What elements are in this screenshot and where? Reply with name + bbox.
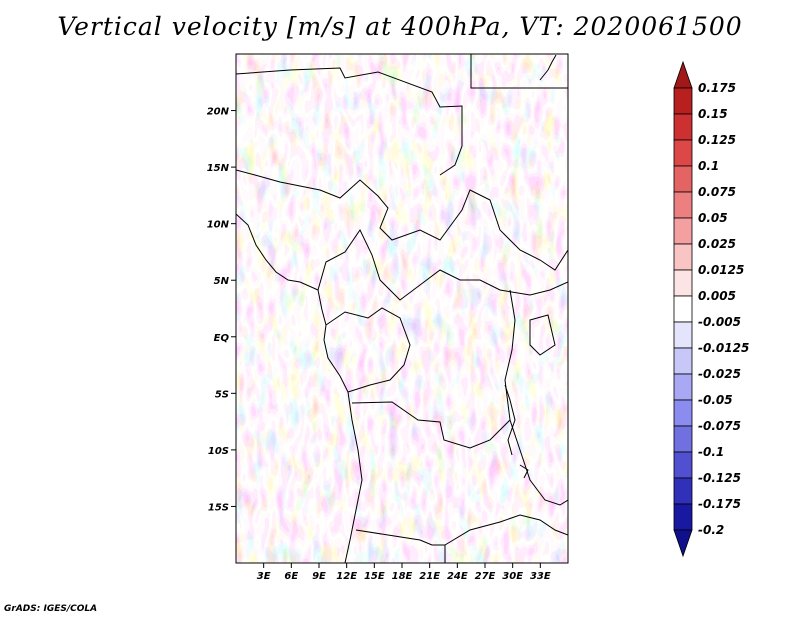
colorbar-label: -0.2 bbox=[698, 523, 724, 537]
colorbar-label: 0.125 bbox=[698, 133, 736, 147]
north-coast-east bbox=[539, 54, 557, 81]
latitude-axis: 20N 15N 10N 5N EQ 5S 10S 15S bbox=[207, 107, 236, 513]
lon-tick-label: 21E bbox=[419, 571, 440, 582]
country-borders bbox=[236, 54, 568, 563]
colorbar-swatch bbox=[673, 113, 693, 141]
lon-tick-label: 6E bbox=[284, 571, 298, 582]
libya-egypt-border bbox=[470, 54, 568, 89]
lat-tick-label: 15S bbox=[208, 502, 229, 513]
colorbar-label: 0.05 bbox=[698, 211, 728, 225]
colorbar-swatch bbox=[673, 217, 693, 245]
colorbar-label: -0.005 bbox=[698, 315, 741, 329]
colorbar-swatch bbox=[673, 373, 693, 401]
lat-tick-label: 15N bbox=[207, 163, 230, 174]
lon-tick-label: 3E bbox=[257, 571, 271, 582]
east-africa-border bbox=[504, 289, 568, 506]
lon-tick-label: 30E bbox=[502, 571, 523, 582]
lat-tick-label: 10S bbox=[208, 446, 229, 457]
sahel-border bbox=[236, 169, 568, 271]
lon-tick-label: 18E bbox=[392, 571, 413, 582]
colorbar-label: 0.175 bbox=[698, 81, 736, 95]
angola-south bbox=[355, 529, 446, 563]
colorbar-swatch bbox=[673, 165, 693, 193]
lat-tick-label: 10N bbox=[207, 220, 230, 231]
lat-tick-label: 20N bbox=[207, 107, 230, 118]
northwest-border bbox=[236, 67, 463, 176]
lat-tick-label: EQ bbox=[214, 333, 230, 344]
colorbar-label: -0.175 bbox=[698, 497, 741, 511]
longitude-axis: 3E 6E 9E 12E 15E 18E 21E 24E 27E 30E 33E bbox=[257, 563, 551, 582]
colorbar-swatch bbox=[673, 399, 693, 427]
central-border-2 bbox=[325, 307, 411, 393]
colorbar-swatch bbox=[673, 295, 693, 323]
colorbar-label: 0.075 bbox=[698, 185, 736, 199]
colorbar-label: -0.125 bbox=[698, 471, 741, 485]
southeast-border bbox=[444, 514, 568, 546]
colorbar-label: -0.1 bbox=[698, 445, 724, 459]
lon-tick-label: 33E bbox=[530, 571, 551, 582]
colorbar-swatch bbox=[673, 243, 693, 271]
colorbar-swatch bbox=[673, 191, 693, 219]
colorbar-label: 0.15 bbox=[698, 107, 728, 121]
colorbar-label: 0.025 bbox=[698, 237, 736, 251]
colorbar-swatch bbox=[673, 425, 693, 453]
drc-south-border bbox=[351, 401, 511, 449]
west-coast bbox=[236, 213, 363, 563]
colorbar-swatch bbox=[673, 347, 693, 375]
colorbar-label: -0.075 bbox=[698, 419, 741, 433]
lon-tick-label: 12E bbox=[336, 571, 357, 582]
colorbar-label: 0.0125 bbox=[698, 263, 744, 277]
colorbar-swatch bbox=[673, 451, 693, 479]
colorbar-label: 0.1 bbox=[698, 159, 719, 173]
colorbar-swatch bbox=[673, 269, 693, 297]
footer-credit: GrADS: IGES/COLA bbox=[4, 604, 98, 614]
colorbar: 0.175 0.15 0.125 0.1 0.075 0.05 0.025 0.0125 0.0… bbox=[673, 60, 749, 558]
great-lakes bbox=[504, 314, 556, 479]
colorbar-swatch bbox=[673, 87, 693, 115]
colorbar-swatch bbox=[673, 60, 693, 89]
lon-tick-label: 24E bbox=[447, 571, 468, 582]
lat-tick-label: 5S bbox=[215, 389, 229, 400]
central-border-1 bbox=[317, 229, 568, 301]
colorbar-label: -0.05 bbox=[698, 393, 733, 407]
colorbar-swatch bbox=[673, 529, 693, 558]
colorbar-label: 0.005 bbox=[698, 289, 736, 303]
colorbar-swatch bbox=[673, 477, 693, 505]
lon-tick-label: 9E bbox=[312, 571, 326, 582]
map-title: Vertical velocity [m/s] at 400hPa, VT: 2… bbox=[57, 12, 743, 41]
lon-tick-label: 27E bbox=[475, 571, 496, 582]
colorbar-label: -0.025 bbox=[698, 367, 741, 381]
lat-tick-label: 5N bbox=[214, 276, 230, 287]
colorbar-swatch bbox=[673, 321, 693, 349]
colorbar-swatch bbox=[673, 139, 693, 167]
vertical-velocity-field bbox=[236, 54, 568, 563]
lon-tick-label: 15E bbox=[364, 571, 385, 582]
colorbar-swatch bbox=[673, 503, 693, 531]
colorbar-label: -0.0125 bbox=[698, 341, 749, 355]
